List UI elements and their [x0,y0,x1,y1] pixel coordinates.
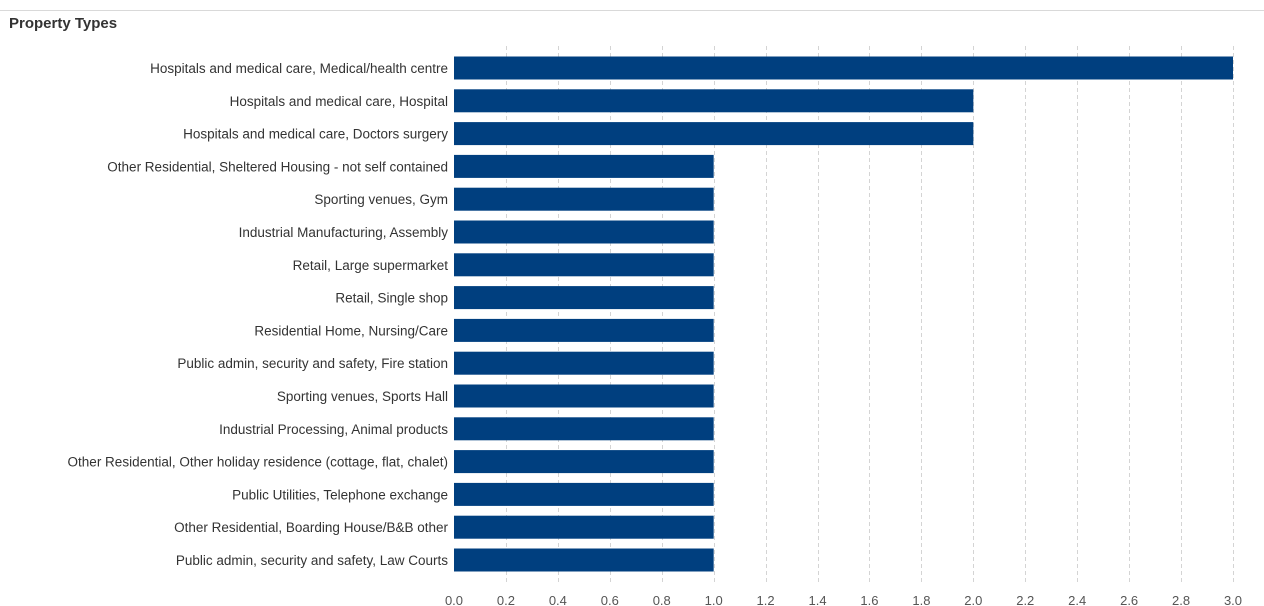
bar [454,154,714,178]
category-label: Hospitals and medical care, Medical/heal… [150,61,448,76]
category-label: Sporting venues, Gym [314,192,448,207]
bar [454,548,714,572]
category-label: Other Residential, Sheltered Housing - n… [107,159,448,174]
panel-divider [0,10,1264,11]
category-label: Retail, Large supermarket [293,258,449,273]
bar [454,187,714,211]
bar [454,384,714,408]
category-label: Hospitals and medical care, Hospital [230,94,448,109]
bar [454,450,714,474]
x-tick-label: 0.6 [601,593,619,606]
x-tick-label: 3.0 [1224,593,1242,606]
x-tick-label: 2.4 [1068,593,1086,606]
x-tick-label: 2.0 [964,593,982,606]
bar [454,89,974,113]
category-label: Residential Home, Nursing/Care [254,323,448,338]
x-tick-label: 0.2 [497,593,515,606]
category-label: Public admin, security and safety, Fire … [177,356,448,371]
category-label: Public admin, security and safety, Law C… [176,553,448,568]
bar [454,253,714,277]
x-tick-label: 0.8 [653,593,671,606]
x-tick-label: 1.4 [808,593,826,606]
x-tick-label: 2.8 [1172,593,1190,606]
x-tick-label: 1.0 [705,593,723,606]
x-tick-label: 0.0 [445,593,463,606]
bar [454,417,714,441]
x-tick-label: 2.2 [1016,593,1034,606]
bar [454,515,714,539]
category-label: Other Residential, Other holiday residen… [68,455,448,470]
bar [454,56,1233,80]
bar [454,220,714,244]
x-tick-label: 0.4 [549,593,567,606]
x-tick-label: 1.6 [860,593,878,606]
bar [454,122,974,146]
x-tick-label: 1.2 [757,593,775,606]
bar [454,351,714,375]
panel-title: Property Types [9,15,118,32]
x-tick-label: 1.8 [912,593,930,606]
bar [454,318,714,342]
category-label: Industrial Processing, Animal products [219,422,448,437]
category-label: Public Utilities, Telephone exchange [232,487,448,502]
category-label: Other Residential, Boarding House/B&B ot… [174,520,448,535]
category-label: Sporting venues, Sports Hall [277,389,448,404]
category-label: Hospitals and medical care, Doctors surg… [183,127,448,142]
bar [454,482,714,506]
x-tick-label: 2.6 [1120,593,1138,606]
category-label: Industrial Manufacturing, Assembly [239,225,449,240]
bar [454,286,714,310]
category-label: Retail, Single shop [335,291,448,306]
